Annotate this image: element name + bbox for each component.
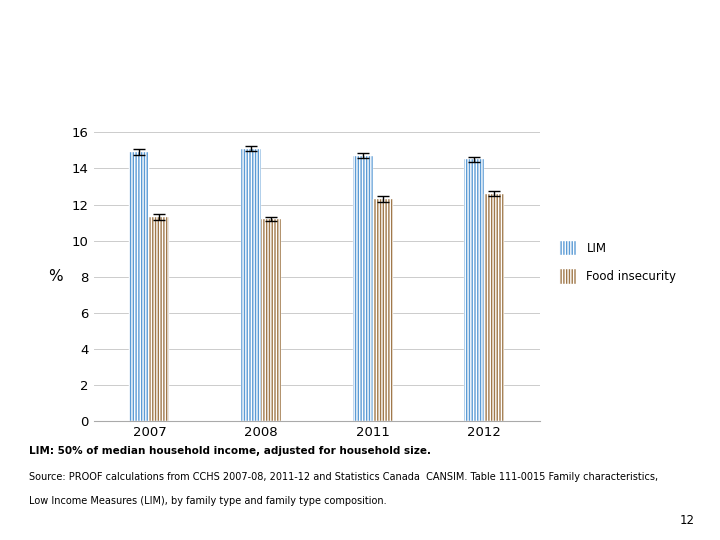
- Text: Low Income Measures (LIM), by family type and family type composition.: Low Income Measures (LIM), by family typ…: [29, 496, 387, 506]
- Y-axis label: %: %: [48, 269, 63, 284]
- Bar: [373, 199, 392, 421]
- Bar: [484, 194, 504, 421]
- Bar: [464, 159, 484, 421]
- Bar: [130, 152, 150, 421]
- Text: National prevalence of household food insecurity and poverty (defined as: National prevalence of household food in…: [55, 29, 665, 44]
- Text: Source: PROOF calculations from CCHS 2007-08, 2011-12 and Statistics Canada  CAN: Source: PROOF calculations from CCHS 200…: [29, 472, 658, 483]
- Text: income < Low-Income Measure), 2007, 2008, 2011, 2012.: income < Low-Income Measure), 2007, 2008…: [122, 65, 598, 80]
- Bar: [261, 219, 281, 421]
- Text: 12: 12: [680, 514, 695, 526]
- Bar: [353, 156, 372, 421]
- Text: LIM: 50% of median household income, adjusted for household size.: LIM: 50% of median household income, adj…: [29, 446, 431, 456]
- Legend: LIM, Food insecurity: LIM, Food insecurity: [559, 241, 677, 284]
- Bar: [241, 148, 261, 421]
- Bar: [150, 217, 169, 421]
